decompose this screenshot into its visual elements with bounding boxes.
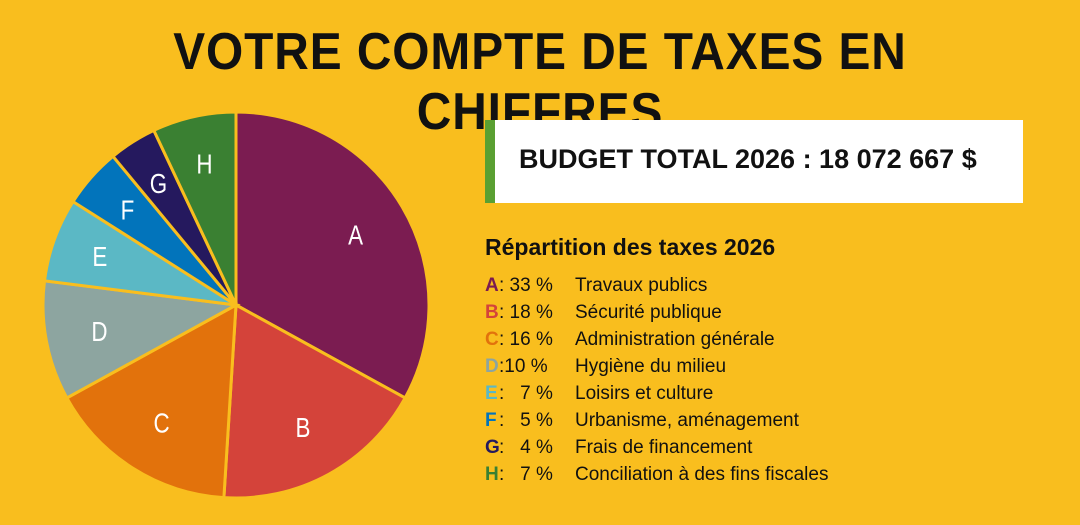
- legend-percent: : 18 %: [499, 301, 553, 323]
- legend-percent: :10 %: [499, 355, 548, 377]
- slice-label-f: F: [121, 195, 135, 226]
- legend-percent: : 16 %: [499, 328, 553, 350]
- legend-item-h: H: 7 % Conciliation à des fins fiscales: [485, 461, 828, 488]
- budget-total-text: BUDGET TOTAL 2026 : 18 072 667 $: [519, 144, 977, 174]
- legend-label: Hygiène du milieu: [575, 355, 727, 377]
- slice-label-d: D: [91, 317, 107, 348]
- legend-percent: : 33 %: [499, 274, 553, 296]
- budget-total-box: BUDGET TOTAL 2026 : 18 072 667 $: [485, 120, 1023, 203]
- legend-letter: D: [485, 355, 499, 377]
- pie-slice-h: [151, 110, 238, 306]
- legend-item-a: A: 33 % Travaux publics: [485, 272, 828, 299]
- legend-item-e: E: 7 % Loisirs et culture: [485, 380, 828, 407]
- pie-slice-b: [222, 302, 408, 500]
- legend-item-c: C: 16 % Administration générale: [485, 326, 828, 353]
- legend-percent: : 5 %: [499, 409, 553, 431]
- legend-letter: F: [485, 409, 497, 431]
- legend-label: Loisirs et culture: [575, 382, 714, 404]
- slice-label-g: G: [150, 168, 167, 199]
- legend-letter: C: [485, 328, 499, 350]
- pie-slice-a: [234, 110, 431, 401]
- legend-item-g: G: 4 % Frais de financement: [485, 434, 828, 461]
- legend-label: Conciliation à des fins fiscales: [575, 463, 829, 485]
- legend-percent: : 4 %: [499, 436, 553, 458]
- pie-slice-d: [41, 279, 241, 401]
- legend-label: Urbanisme, aménagement: [575, 409, 799, 431]
- legend-label: Travaux publics: [575, 274, 708, 296]
- page-title: VOTRE COMPTE DE TAXES EN CHIFFRES: [173, 23, 907, 141]
- legend: A: 33 % Travaux publics B: 18 % Sécurité pu…: [485, 272, 828, 488]
- legend-label: Sécurité publique: [575, 301, 722, 323]
- legend-label: Frais de financement: [575, 436, 753, 458]
- legend-title: Répartition des taxes 2026: [485, 234, 776, 260]
- legend-letter: H: [485, 463, 499, 485]
- legend-letter: A: [485, 274, 499, 296]
- slice-label-c: C: [153, 408, 169, 439]
- slice-label-a: A: [348, 220, 363, 251]
- legend-item-b: B: 18 % Sécurité publique: [485, 299, 828, 326]
- slice-label-e: E: [92, 242, 107, 273]
- legend-percent: : 7 %: [499, 463, 553, 485]
- legend-letter: E: [485, 382, 498, 404]
- legend-letter: G: [485, 436, 500, 458]
- legend-item-d: D:10 % Hygiène du milieu: [485, 353, 828, 380]
- legend-item-f: F: 5 % Urbanisme, aménagement: [485, 407, 828, 434]
- pie-slice-c: [64, 302, 238, 500]
- slice-label-b: B: [295, 412, 310, 443]
- legend-label: Administration générale: [575, 328, 775, 350]
- legend-letter: B: [485, 301, 499, 323]
- slice-label-h: H: [196, 149, 212, 180]
- legend-percent: : 7 %: [499, 382, 553, 404]
